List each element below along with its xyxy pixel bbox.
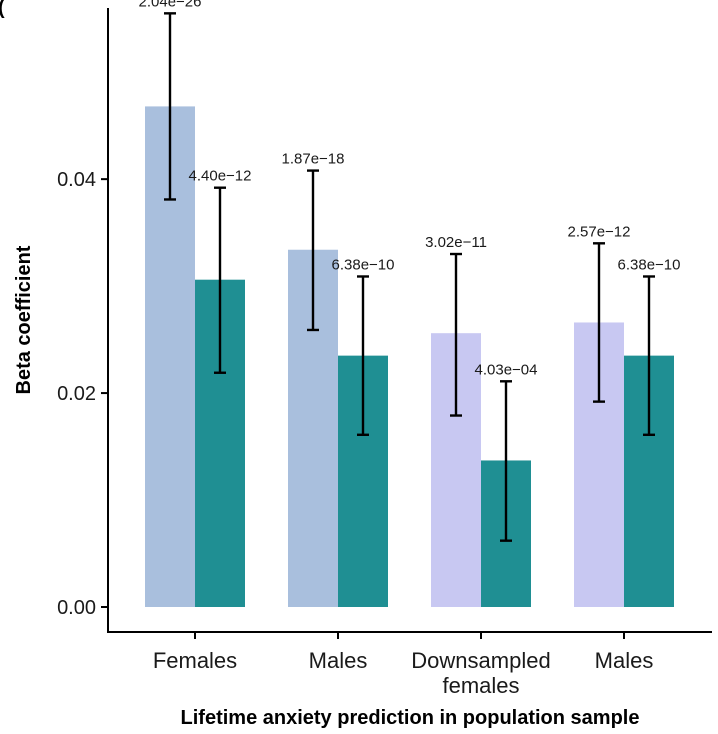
x-tick-label-1: Females [153,648,237,673]
x-tick-label-2: Males [309,648,368,673]
x-tick-label-4: Males [595,648,654,673]
p-value-label-1: 2.04e−26 [139,0,202,10]
p-value-label-2: 4.40e−12 [189,168,252,185]
p-value-labels-layer: 2.04e−26 4.40e−12 1.87e−18 6.38e−10 3.02e−11… [139,0,681,378]
y-axis-title: Beta coefficient [13,245,35,394]
error-bar-5 [450,252,462,417]
p-value-label-8: 6.38e−10 [618,256,681,273]
x-tick-label-3: Downsampled females [411,648,550,698]
error-bar-2 [214,186,226,374]
p-value-label-4: 6.38e−10 [332,256,395,273]
p-value-label-3: 1.87e−18 [282,151,345,168]
panel-label: ( [0,0,5,19]
p-value-label-7: 2.57e−12 [568,223,631,240]
error-bar-4 [357,275,369,436]
error-bars-layer [164,12,655,542]
y-tick-label-3: 0.04 [57,169,96,191]
error-bar-1 [164,12,176,201]
p-value-label-6: 4.03e−04 [475,361,538,378]
x-axis-title: Lifetime anxiety prediction in populatio… [181,707,640,729]
error-bar-8 [643,275,655,436]
error-bar-3 [307,169,319,332]
x-ticks-layer: Females Males Downsampled females Males [153,632,654,698]
y-tick-label-1: 0.00 [57,597,96,619]
y-ticks-layer: 0.00 0.02 0.04 [57,169,108,619]
p-value-label-5: 3.02e−11 [425,234,487,251]
error-bar-6 [500,380,512,542]
y-tick-label-2: 0.02 [57,383,96,405]
error-bar-7 [593,242,605,403]
